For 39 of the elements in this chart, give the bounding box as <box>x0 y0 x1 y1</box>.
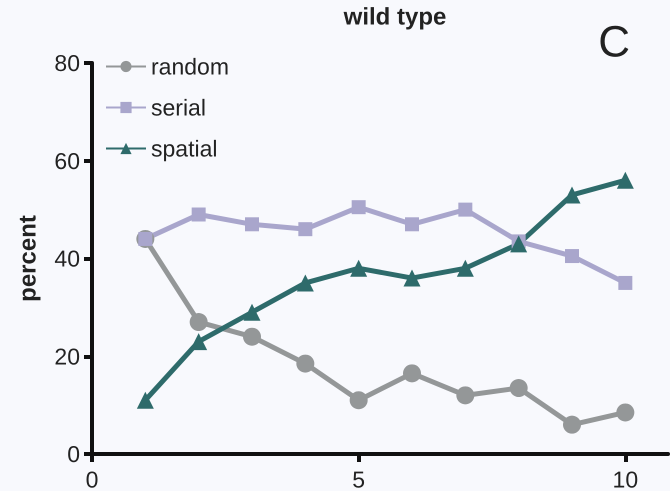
annotation: C <box>598 18 630 66</box>
y-tick-label: 20 <box>54 343 80 370</box>
y-tick-label: 0 <box>67 441 80 467</box>
point <box>352 200 366 214</box>
point <box>456 260 474 277</box>
y-tick-label: 60 <box>54 148 80 174</box>
point <box>565 249 579 264</box>
y-tick-label: 40 <box>54 246 80 272</box>
point <box>350 391 368 410</box>
legend-label: spatial <box>151 136 218 162</box>
y-tick-label: 80 <box>54 50 80 76</box>
point <box>405 217 419 232</box>
point <box>563 416 581 434</box>
point <box>136 392 154 409</box>
point <box>192 208 206 222</box>
point <box>190 313 208 332</box>
point <box>403 364 421 382</box>
point <box>458 202 472 217</box>
point <box>618 276 632 290</box>
point <box>244 304 260 321</box>
legend-label: random <box>151 54 229 80</box>
point <box>616 172 634 189</box>
point <box>404 270 420 287</box>
point <box>296 274 314 292</box>
y-axis-title: percent <box>14 215 42 302</box>
chart-title: wild type <box>342 4 446 30</box>
legend-label: serial <box>151 94 206 120</box>
point <box>616 403 634 422</box>
point <box>350 260 368 277</box>
point <box>456 386 474 404</box>
point <box>296 354 314 373</box>
x-tick-label: 5 <box>352 466 366 491</box>
point <box>510 235 528 252</box>
point <box>510 379 528 398</box>
point <box>298 222 312 236</box>
point <box>245 217 259 232</box>
x-tick-label: 10 <box>612 466 638 491</box>
point <box>243 328 261 346</box>
x-tick-label: 0 <box>86 466 98 491</box>
